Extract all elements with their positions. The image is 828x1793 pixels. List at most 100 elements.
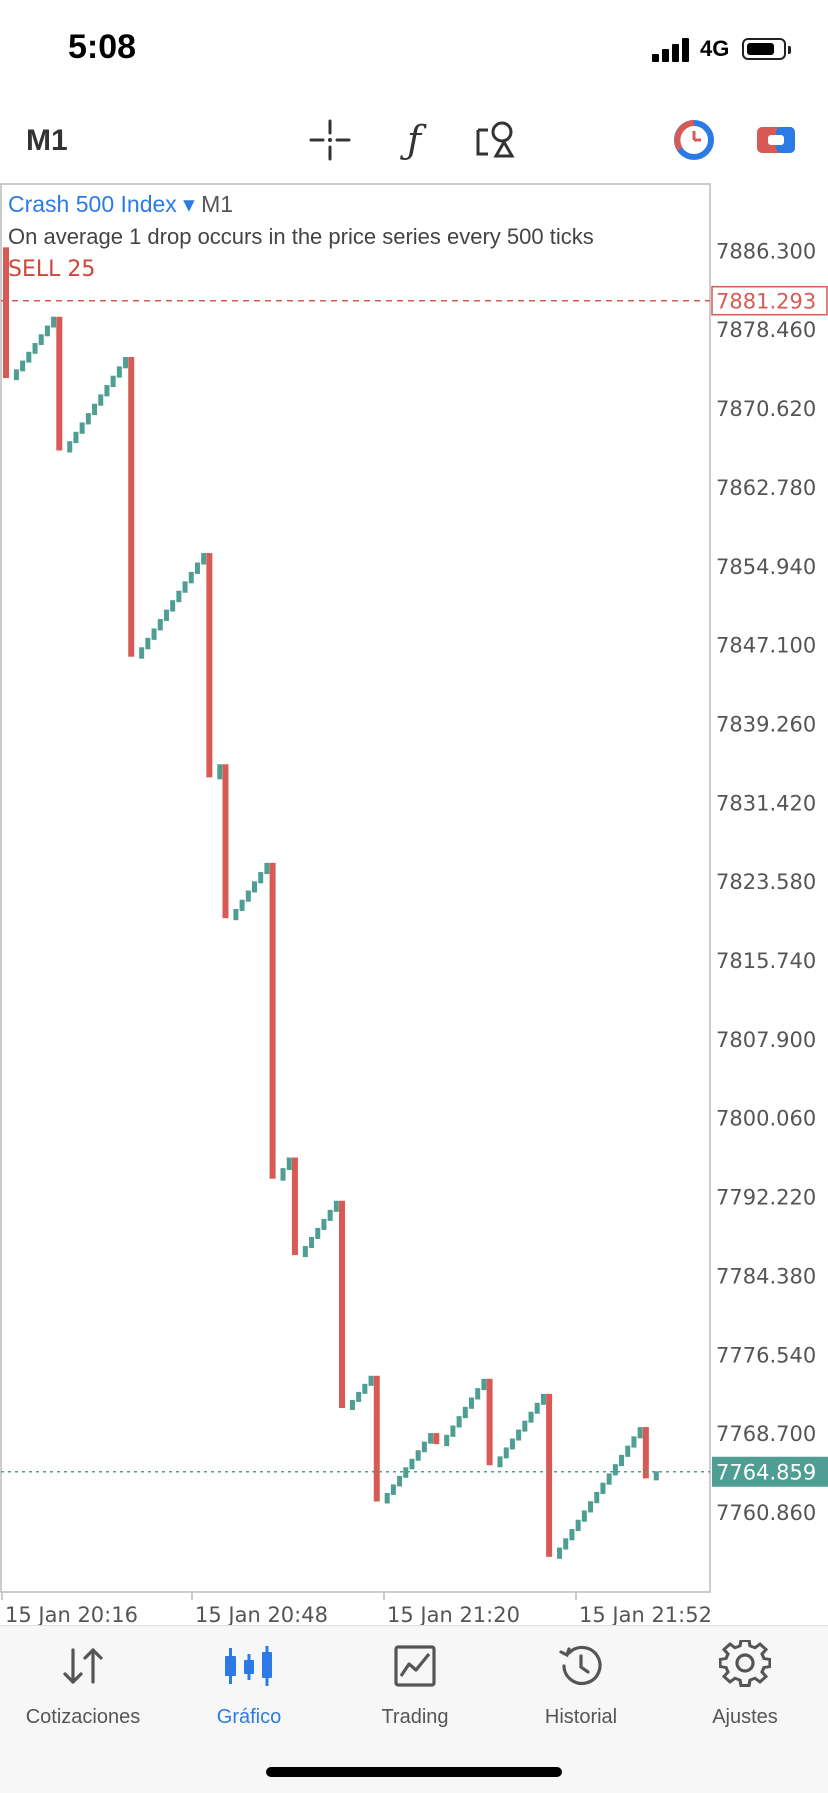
- bullish-candle: [569, 1529, 575, 1541]
- bullish-candle: [534, 1402, 540, 1414]
- function-icon[interactable]: ƒ: [406, 118, 422, 162]
- y-tick-label: 7823.580: [716, 870, 816, 894]
- bearish-candle: [222, 764, 229, 919]
- bullish-candle: [462, 1406, 468, 1419]
- current-price-label: 7764.859: [716, 1461, 816, 1485]
- tab-cotizaciones[interactable]: Cotizaciones: [0, 1640, 166, 1750]
- bullish-candle: [252, 881, 257, 893]
- sell-price-label: 7881.293: [716, 290, 816, 314]
- bullish-candle: [170, 600, 176, 612]
- bullish-candle: [67, 441, 73, 453]
- tab-trading[interactable]: Trading: [332, 1640, 498, 1750]
- bullish-candle: [157, 619, 163, 631]
- bullish-candle: [497, 1456, 503, 1468]
- quotes-icon: [63, 1648, 103, 1684]
- bullish-candle: [327, 1209, 333, 1221]
- bullish-candle: [581, 1510, 587, 1522]
- bullish-candle: [26, 351, 32, 363]
- symbol-name[interactable]: Crash 500 Index: [8, 191, 177, 217]
- bullish-candle: [637, 1427, 643, 1439]
- bullish-candle: [280, 1168, 286, 1181]
- bullish-candle: [469, 1397, 474, 1409]
- y-tick-label: 7800.060: [716, 1107, 816, 1131]
- y-tick-label: 7792.220: [716, 1186, 816, 1210]
- bullish-candle: [368, 1375, 374, 1386]
- x-tick-label: 15 Jan 21:20: [387, 1603, 520, 1625]
- bullish-candle: [79, 422, 85, 434]
- bullish-candle: [625, 1445, 631, 1457]
- bullish-candle: [321, 1218, 327, 1230]
- plot-frame: [0, 183, 711, 1593]
- bullish-candle: [51, 316, 57, 328]
- sell-order-label[interactable]: SELL 25: [8, 257, 96, 282]
- bullish-candle: [588, 1501, 594, 1513]
- y-tick-label: 7784.380: [716, 1264, 816, 1288]
- bearish-candle: [291, 1157, 298, 1256]
- bullish-candle: [38, 334, 44, 346]
- bullish-candle: [264, 862, 270, 875]
- bullish-candle: [20, 360, 26, 372]
- bullish-candle: [13, 369, 19, 381]
- bullish-candle: [104, 385, 110, 397]
- bullish-candle: [540, 1393, 546, 1405]
- trading-icon: [394, 1645, 436, 1687]
- toggle-icon[interactable]: [752, 116, 800, 164]
- bearish-candle: [206, 553, 213, 778]
- bullish-candle: [92, 403, 98, 416]
- y-tick-label: 7854.940: [716, 555, 816, 579]
- bullish-candle: [44, 325, 50, 337]
- bullish-candle: [176, 590, 182, 603]
- y-tick-label: 7815.740: [716, 949, 816, 973]
- bullish-candle: [481, 1378, 487, 1391]
- bullish-candle: [349, 1399, 355, 1410]
- bullish-candle: [233, 908, 239, 921]
- timeframe-selector[interactable]: M1: [26, 124, 68, 157]
- tab-grafico[interactable]: Gráfico: [166, 1640, 332, 1750]
- bullish-candle: [516, 1429, 522, 1441]
- bullish-candle: [145, 637, 151, 650]
- bullish-candle: [85, 413, 91, 425]
- bullish-candle: [139, 647, 145, 659]
- bullish-candle: [606, 1473, 612, 1485]
- bearish-candle: [373, 1375, 380, 1502]
- tab-label: Trading: [381, 1706, 449, 1728]
- bullish-candle: [217, 764, 223, 780]
- tab-label: Cotizaciones: [25, 1706, 141, 1728]
- symbol-timeframe: M1: [201, 191, 234, 217]
- bullish-candle: [397, 1475, 403, 1487]
- price-chart[interactable]: 7886.300 7878.460 7870.620 7862.780 7854.940…: [0, 183, 828, 1625]
- bullish-candle: [110, 375, 116, 388]
- chart-info: Crash 500 Index ▾ M1 On average 1 drop o…: [8, 191, 708, 250]
- bullish-candle: [528, 1411, 534, 1423]
- bullish-candle: [653, 1471, 659, 1481]
- tab-ajustes[interactable]: Ajustes: [662, 1640, 828, 1750]
- tab-historial[interactable]: Historial: [498, 1640, 664, 1750]
- bullish-candle: [309, 1236, 315, 1249]
- bullish-candle: [123, 356, 129, 369]
- y-tick-label: 7839.260: [716, 712, 816, 736]
- bullish-candle: [444, 1434, 450, 1447]
- history-icon: [559, 1645, 602, 1686]
- bullish-candle: [557, 1547, 563, 1559]
- tab-label: Gráfico: [216, 1706, 282, 1728]
- bullish-candle: [563, 1538, 569, 1550]
- x-tick-label: 15 Jan 20:48: [195, 1603, 328, 1625]
- objects-icon[interactable]: [472, 116, 520, 164]
- clock-icon[interactable]: [670, 116, 718, 164]
- bearish-candle: [339, 1200, 346, 1408]
- y-tick-label: 7760.860: [716, 1501, 816, 1525]
- bullish-candle: [258, 872, 264, 884]
- symbol-line[interactable]: Crash 500 Index ▾ M1: [8, 191, 708, 218]
- bullish-candle: [409, 1458, 415, 1470]
- y-tick-label: 7807.900: [716, 1028, 816, 1052]
- bullish-candle: [575, 1519, 581, 1532]
- chart-canvas[interactable]: 7886.300 7878.460 7870.620 7862.780 7854.940…: [0, 183, 828, 1625]
- bearish-candle: [128, 356, 135, 657]
- bullish-candle: [73, 431, 79, 444]
- bullish-candle: [188, 571, 194, 584]
- symbol-dropdown-icon[interactable]: ▾: [183, 191, 195, 217]
- crosshair-icon[interactable]: [306, 116, 354, 164]
- y-tick-label: 7862.780: [716, 476, 816, 500]
- bearish-candle: [56, 316, 63, 451]
- bullish-candle: [245, 890, 251, 902]
